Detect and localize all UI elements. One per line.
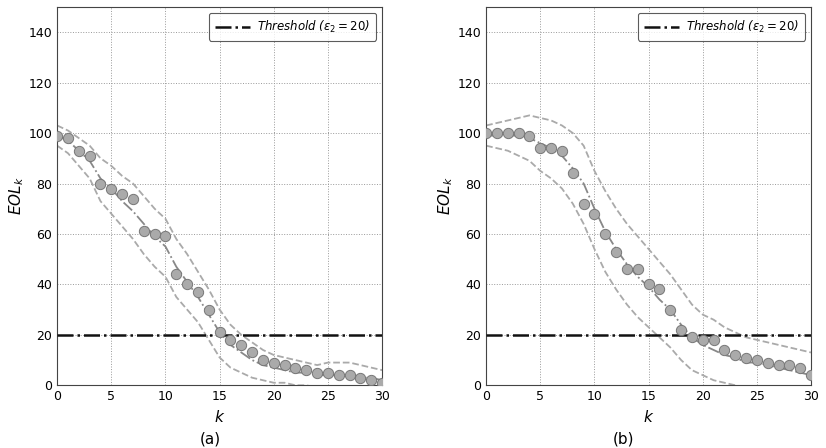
Point [729,351,742,358]
Point [300,366,313,374]
Point [148,230,161,237]
Point [213,329,226,336]
Point [376,379,389,386]
Point [805,371,818,379]
Point [245,349,259,356]
Point [566,170,579,177]
Point [794,364,807,371]
Point [599,230,612,237]
Point [480,129,493,137]
Point [192,289,205,296]
Point [83,152,97,159]
Text: (a): (a) [200,431,221,447]
Point [202,306,216,313]
Point [267,359,280,366]
Point [224,336,237,344]
Point [169,271,183,278]
Point [94,180,107,187]
Point [555,147,568,154]
Point [739,354,752,361]
Point [289,364,302,371]
Point [762,359,775,366]
Point [577,200,591,207]
Point [159,233,172,240]
Point [501,129,515,137]
Point [512,129,525,137]
Point [696,336,710,344]
Point [707,336,720,344]
Point [718,346,731,353]
Threshold ($\epsilon_2 = 20$) [482,332,491,337]
Point [332,371,345,379]
Point [181,281,194,288]
Point [61,134,74,142]
Text: (b): (b) [613,431,634,447]
Point [631,266,644,273]
Point [544,145,558,152]
Point [686,334,699,341]
Point [365,377,378,384]
Point [116,190,129,197]
Point [783,362,796,369]
Point [675,326,688,333]
Point [772,362,786,369]
Threshold ($\epsilon_2 = 20$) [492,332,502,337]
Legend: Threshold ($\epsilon_2 = 20$): Threshold ($\epsilon_2 = 20$) [209,13,376,41]
Point [105,185,118,192]
Point [663,306,676,313]
Point [343,371,356,379]
X-axis label: $k$: $k$ [643,409,654,425]
Point [620,266,634,273]
X-axis label: $k$: $k$ [214,409,225,425]
Point [50,132,64,139]
Point [610,248,623,255]
Point [126,195,140,202]
Point [72,147,85,154]
Point [750,357,763,364]
Point [354,374,367,381]
Point [534,145,547,152]
Point [137,228,150,235]
Point [653,286,666,293]
Point [321,369,335,376]
Point [642,281,655,288]
Threshold ($\epsilon_2 = 20$) [63,332,73,337]
Y-axis label: $EOL_k$: $EOL_k$ [7,177,26,215]
Point [311,369,324,376]
Point [523,132,536,139]
Point [235,341,248,349]
Point [588,210,601,217]
Legend: Threshold ($\epsilon_2 = 20$): Threshold ($\epsilon_2 = 20$) [638,13,805,41]
Point [256,357,269,364]
Y-axis label: $EOL_k$: $EOL_k$ [436,177,454,215]
Point [278,362,292,369]
Threshold ($\epsilon_2 = 20$) [52,332,62,337]
Point [491,129,504,137]
